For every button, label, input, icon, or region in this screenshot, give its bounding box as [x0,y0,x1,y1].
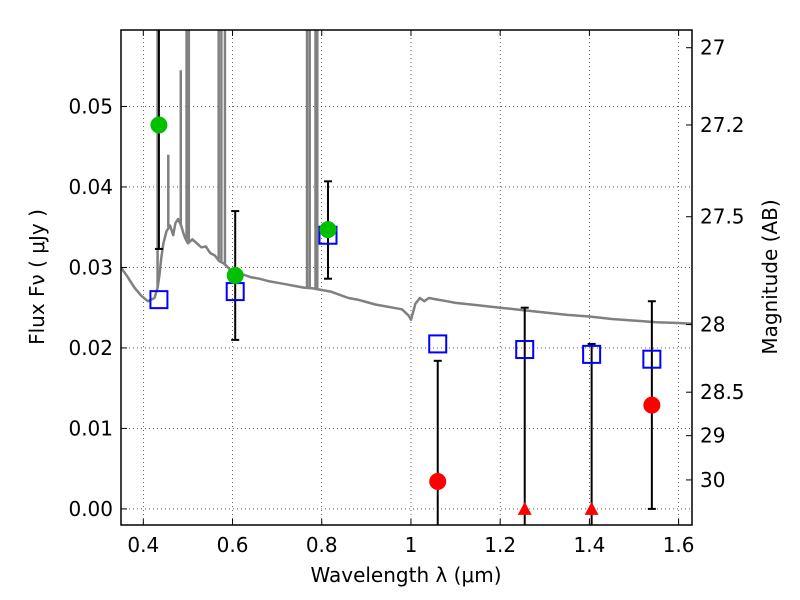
non-detection-point [643,396,661,414]
x-tick-label: 0.6 [217,533,249,557]
x-tick-label: 1.4 [573,533,605,557]
y-tick-label: 0.03 [68,255,113,279]
x-tick-label: 0.8 [306,533,338,557]
y2-tick-label: 27.5 [700,205,745,229]
y-tick-label: 0.05 [68,94,113,118]
non-detection-triangle [584,501,599,515]
detection-point [226,266,244,284]
x-tick-label: 1.2 [484,533,516,557]
detection-point [150,116,168,134]
non-detection-triangle [517,501,532,515]
model-photometry-square [642,349,662,369]
y2-tick-label: 28 [700,313,725,337]
x-axis-label: Wavelength λ (μm) [310,563,501,587]
y2-tick-label: 28.5 [700,380,745,404]
y2-tick-label: 30 [700,468,725,492]
x-tick-label: 1.6 [663,533,695,557]
x-tick-label: 0.4 [127,533,159,557]
non-detection-point [429,473,447,491]
y-tick-label: 0.02 [68,336,113,360]
y-axis: 0.00 0.01 0.02 0.03 0.04 0.05 [68,94,127,521]
model-photometry-square [149,290,169,310]
detection-point [319,221,337,239]
plot-frame [120,29,693,526]
x-axis: 0.4 0.6 0.8 1 1.2 1.4 1.6 [127,30,695,557]
grid-lines [121,30,692,525]
model-photometry-square [582,344,602,364]
model-photometry-square [515,340,535,360]
y-tick-label: 0.01 [68,416,113,440]
model-photometry-square [428,334,448,354]
y2-axis-label: Magnitude (AB) [758,199,782,354]
y2-tick-label: 27 [700,36,725,60]
y2-tick-label: 27.2 [700,113,745,137]
y2-axis: 27 27.2 27.5 28 28.5 29 30 [686,36,745,492]
y-axis-label: Flux Fν ( μJy ) [25,209,49,345]
y-tick-label: 0.04 [68,175,113,199]
model-spectrum-line [121,217,692,326]
y-tick-label: 0.00 [68,497,113,521]
y2-tick-label: 29 [700,424,725,448]
x-tick-label: 1 [405,533,418,557]
